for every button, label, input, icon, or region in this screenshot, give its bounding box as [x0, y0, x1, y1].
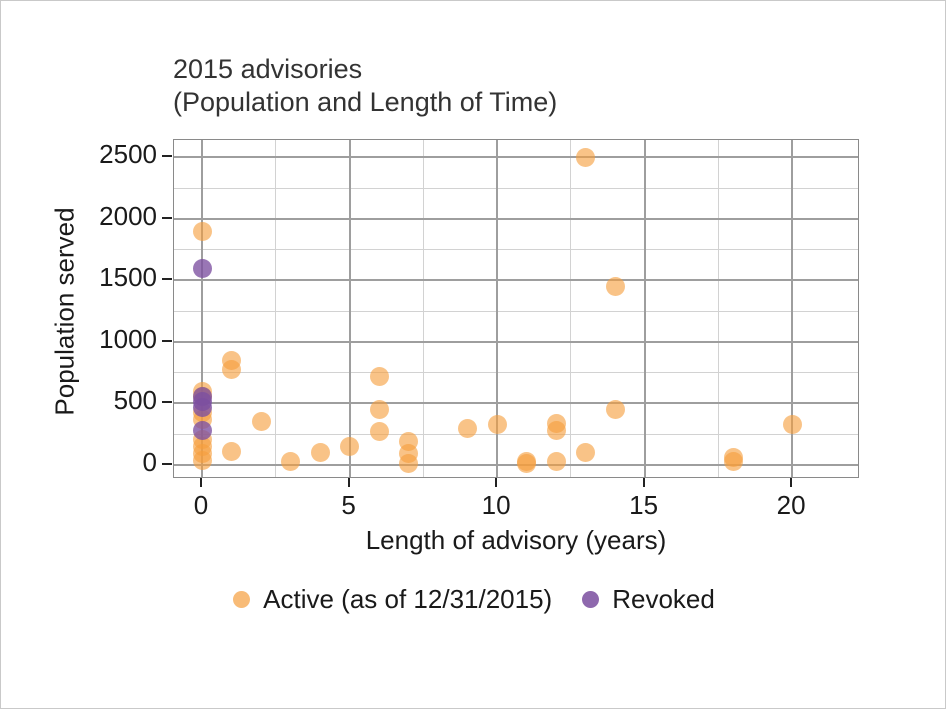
- x-tick-label: 10: [481, 490, 511, 520]
- plot-panel: [173, 139, 859, 478]
- data-point-active: [605, 277, 625, 297]
- active-legend-label: Active (as of 12/31/2015): [263, 584, 553, 614]
- gridline-x-minor: [570, 140, 572, 477]
- gridline-y-minor: [174, 310, 858, 312]
- y-axis-tick: [162, 339, 172, 342]
- y-axis-title: Population served: [49, 207, 80, 416]
- legend-item-active: Active (as of 12/31/2015): [233, 584, 552, 615]
- y-tick-label: 500: [113, 385, 157, 416]
- gridline-x-minor: [275, 140, 277, 477]
- y-axis-tick: [162, 155, 172, 158]
- data-point-active: [576, 147, 596, 167]
- revoked-legend-label: Revoked: [612, 584, 715, 614]
- y-axis-tick: [162, 278, 172, 281]
- data-point-active: [281, 451, 301, 471]
- chart-title-line2: (Population and Length of Time): [173, 87, 558, 117]
- x-tick-label: 0: [193, 490, 209, 520]
- gridline-x-minor: [717, 140, 719, 477]
- x-axis-tick: [790, 478, 793, 487]
- chart-title-line1: 2015 advisories: [173, 54, 363, 84]
- y-axis-tick: [162, 216, 172, 219]
- x-tick-label: 20: [776, 490, 806, 520]
- data-point-active: [517, 454, 537, 474]
- data-point-active: [222, 359, 242, 379]
- gridline-x-major: [643, 140, 646, 477]
- gridline-y-major: [174, 463, 858, 466]
- data-point-active: [458, 418, 478, 438]
- gridline-x-minor: [422, 140, 424, 477]
- data-point-active: [192, 450, 212, 470]
- gridline-x-major: [348, 140, 351, 477]
- data-point-active: [782, 414, 802, 434]
- y-axis-tick: [162, 401, 172, 404]
- legend: Active (as of 12/31/2015) Revoked: [1, 584, 945, 615]
- gridline-y-major: [174, 156, 858, 159]
- x-tick-label: 15: [629, 490, 659, 520]
- data-point-revoked: [192, 258, 212, 278]
- data-point-active: [192, 221, 212, 241]
- y-tick-label: 1000: [99, 323, 157, 354]
- revoked-legend-dot-icon: [582, 591, 600, 608]
- data-point-active: [340, 437, 360, 457]
- gridline-x-major: [496, 140, 499, 477]
- gridline-x-major: [791, 140, 794, 477]
- y-tick-label: 2000: [99, 200, 157, 231]
- gridline-y-minor: [174, 249, 858, 251]
- x-axis-tick: [642, 478, 645, 487]
- data-point-active: [369, 366, 389, 386]
- gridline-x-major: [201, 140, 204, 477]
- x-axis-tick: [347, 478, 350, 487]
- gridline-y-major: [174, 402, 858, 405]
- x-axis-tick: [495, 478, 498, 487]
- data-point-active: [576, 443, 596, 463]
- gridline-y-minor: [174, 187, 858, 189]
- legend-item-revoked: Revoked: [582, 584, 715, 615]
- data-point-active: [605, 400, 625, 420]
- gridline-y-minor: [174, 433, 858, 435]
- y-tick-label: 0: [142, 446, 157, 477]
- active-legend-dot-icon: [233, 591, 251, 608]
- data-point-active: [369, 400, 389, 420]
- data-point-active: [546, 451, 566, 471]
- x-axis-title: Length of advisory (years): [365, 525, 667, 555]
- data-point-active: [723, 451, 743, 471]
- gridline-y-major: [174, 279, 858, 282]
- gridline-y-minor: [174, 372, 858, 374]
- data-point-active: [251, 412, 271, 432]
- y-axis-tick: [162, 462, 172, 465]
- data-point-active: [487, 414, 507, 434]
- data-point-revoked: [192, 421, 212, 441]
- chart-title: 2015 advisories (Population and Length o…: [173, 53, 557, 119]
- data-point-active: [546, 421, 566, 441]
- data-point-revoked: [192, 397, 212, 417]
- gridline-y-major: [174, 340, 858, 343]
- y-tick-label: 2500: [99, 139, 157, 170]
- data-point-active: [222, 441, 242, 461]
- x-tick-label: 5: [341, 490, 356, 520]
- data-point-active: [310, 443, 330, 463]
- x-axis-tick: [200, 478, 203, 487]
- y-tick-label: 1500: [99, 262, 157, 293]
- data-point-active: [369, 422, 389, 442]
- gridline-y-major: [174, 217, 858, 220]
- data-point-active: [399, 454, 419, 474]
